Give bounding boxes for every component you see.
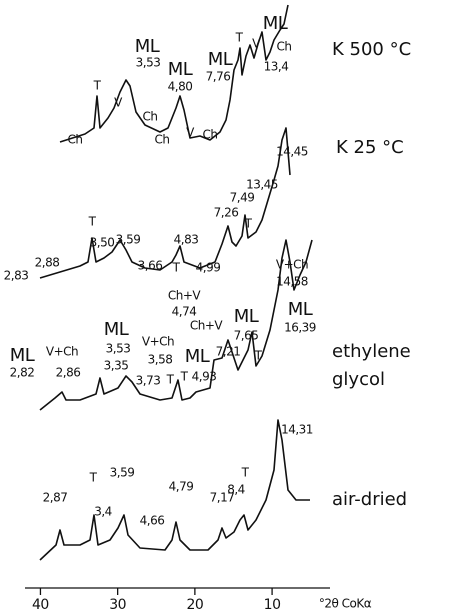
peak-annotation: T bbox=[180, 370, 189, 384]
peak-annotation: ML bbox=[234, 306, 259, 327]
peak-annotation: 3,50 bbox=[90, 236, 115, 250]
peak-annotation: Ch bbox=[143, 110, 158, 124]
peak-annotation: 7,65 bbox=[234, 329, 259, 343]
peak-annotation: 8,4 bbox=[227, 483, 245, 497]
peak-annotation: Ch+V bbox=[190, 319, 224, 333]
peak-annotation: 3,73 bbox=[136, 374, 161, 388]
peak-annotation: 13,45 bbox=[246, 178, 278, 192]
peak-annotation: 4,99 bbox=[196, 261, 221, 275]
peak-annotation: ML bbox=[10, 345, 35, 366]
peak-annotation: 3,59 bbox=[116, 233, 141, 247]
peak-annotation: 7,21 bbox=[216, 345, 241, 359]
peak-annotation: Ch bbox=[155, 133, 170, 147]
x-tick-label: 10 bbox=[264, 597, 281, 613]
x-tick-label: 20 bbox=[186, 597, 203, 613]
peak-annotation: V bbox=[252, 37, 261, 51]
peak-annotation: T bbox=[235, 31, 244, 45]
panel-label: K 25 °C bbox=[336, 137, 404, 158]
peak-annotation: T bbox=[254, 349, 263, 363]
peak-annotation: 13,4 bbox=[264, 60, 289, 74]
peak-annotation: 3,53 bbox=[136, 56, 161, 70]
peak-annotation: 3,66 bbox=[138, 259, 163, 273]
peak-annotation: Ch bbox=[203, 128, 218, 142]
peak-annotation: V bbox=[186, 126, 195, 140]
peak-annotation: 4,80 bbox=[168, 80, 193, 94]
peak-annotation: V bbox=[114, 96, 123, 110]
peak-annotation: ML bbox=[185, 346, 210, 367]
peak-annotation: V+Ch bbox=[276, 258, 308, 272]
trace-k25 bbox=[39, 127, 291, 279]
peak-annotation: 2,87 bbox=[43, 491, 68, 505]
peak-annotation: Ch+V bbox=[168, 289, 202, 303]
peak-annotation: V+Ch bbox=[46, 345, 78, 359]
trace-air-dried bbox=[39, 419, 310, 561]
peak-annotation: V+Ch bbox=[142, 335, 174, 349]
peak-annotation: 14,58 bbox=[276, 275, 308, 289]
peak-annotation: 14,31 bbox=[281, 423, 313, 437]
peak-annotation: 7,26 bbox=[214, 206, 239, 220]
x-axis-label: °2θ CoKα bbox=[319, 597, 372, 611]
peak-annotation: 3,59 bbox=[110, 466, 135, 480]
peak-annotation: ML bbox=[104, 319, 129, 340]
trace-ethylene-glycol bbox=[39, 239, 313, 411]
peak-annotation: Ch bbox=[277, 40, 292, 54]
peak-annotation: T bbox=[172, 261, 181, 275]
panel-label: glycol bbox=[332, 369, 385, 390]
peak-annotation: ML bbox=[288, 299, 313, 320]
peak-annotation: T bbox=[89, 471, 98, 485]
peak-annotation: 3,35 bbox=[104, 359, 129, 373]
peak-annotation: Ch bbox=[68, 133, 83, 147]
peak-annotation: 2,83 bbox=[4, 269, 29, 283]
peak-annotation: 4,79 bbox=[169, 480, 194, 494]
panel-label: air-dried bbox=[332, 489, 407, 510]
peak-annotation: 7,76 bbox=[206, 70, 231, 84]
peak-annotation: 14,45 bbox=[276, 145, 308, 159]
peak-annotation: ML bbox=[263, 13, 288, 34]
peak-annotation: 3,4 bbox=[94, 505, 112, 519]
peak-annotation: 4,83 bbox=[174, 233, 199, 247]
peak-annotation: ML bbox=[208, 49, 233, 70]
peak-annotation: 2,88 bbox=[35, 256, 60, 270]
peak-annotation: 4,93 bbox=[192, 370, 217, 384]
peak-annotation: T bbox=[241, 466, 250, 480]
panel-label: ethylene bbox=[332, 341, 411, 362]
peak-annotation: ML bbox=[135, 36, 160, 57]
x-tick-label: 40 bbox=[32, 597, 49, 613]
peak-annotation: 3,53 bbox=[106, 342, 131, 356]
trace-k500 bbox=[59, 4, 289, 143]
peak-annotation: 3,58 bbox=[148, 353, 173, 367]
peak-annotation: 16,39 bbox=[284, 321, 316, 335]
peak-annotation: 4,66 bbox=[140, 514, 165, 528]
x-tick-label: 30 bbox=[109, 597, 126, 613]
peak-annotation: 7,17 bbox=[210, 491, 235, 505]
peak-annotation: 4,74 bbox=[172, 305, 197, 319]
peak-annotation: T bbox=[93, 79, 102, 93]
peak-annotation: T bbox=[88, 215, 97, 229]
peak-annotation: 2,82 bbox=[10, 366, 35, 380]
peak-annotation: 7,49 bbox=[230, 191, 255, 205]
peak-annotation: ML bbox=[168, 59, 193, 80]
peak-annotation: T bbox=[166, 373, 175, 387]
panel-label: K 500 °C bbox=[332, 39, 411, 60]
peak-annotation: T bbox=[244, 217, 253, 231]
peak-annotation: 2,86 bbox=[56, 366, 81, 380]
